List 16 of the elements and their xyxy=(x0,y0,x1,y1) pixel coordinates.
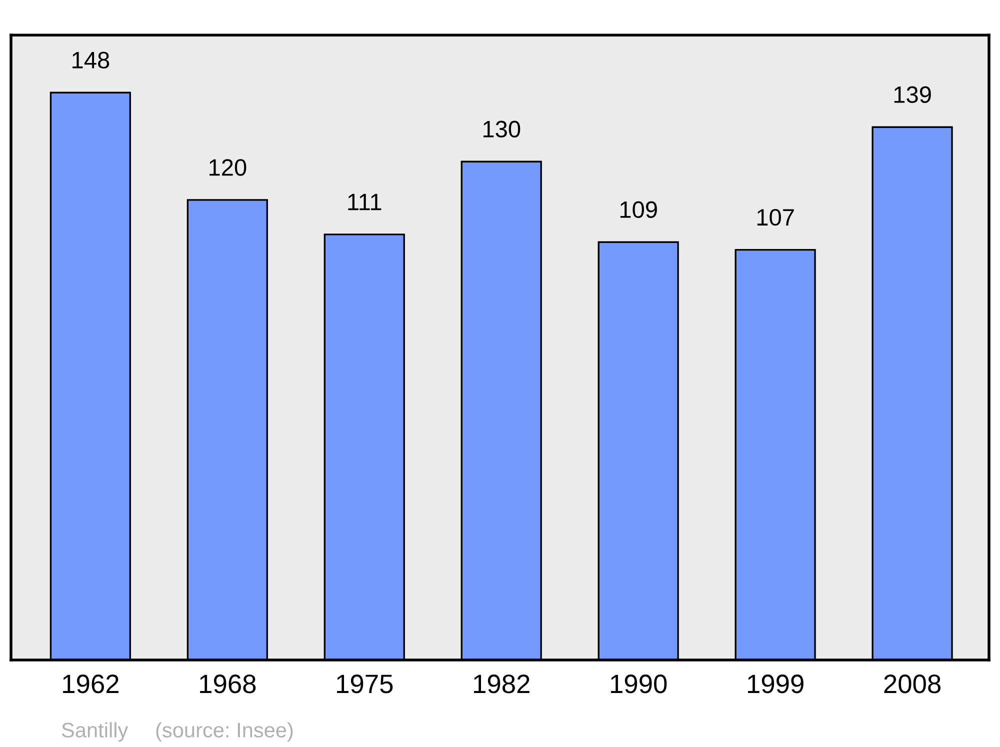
data-label: 130 xyxy=(483,120,520,138)
text: Santilly xyxy=(62,722,128,742)
x-tick-label: 1962 xyxy=(63,674,118,694)
data-label: 120 xyxy=(210,159,246,176)
data-label: 107 xyxy=(757,208,794,226)
x-tick-label: 1990 xyxy=(611,674,667,694)
data-label: 148 xyxy=(72,52,110,68)
data-label: 111 xyxy=(348,194,382,210)
x-tick-label: 1975 xyxy=(337,674,393,694)
text: (source: Insee) xyxy=(156,722,293,742)
data-label: 139 xyxy=(894,86,931,103)
x-tick-label: 1982 xyxy=(474,674,530,694)
x-tick-label: 2008 xyxy=(884,674,940,694)
data-label: 109 xyxy=(620,201,657,218)
x-tick-label: 1968 xyxy=(200,674,256,694)
x-tick-label: 1999 xyxy=(748,674,804,694)
